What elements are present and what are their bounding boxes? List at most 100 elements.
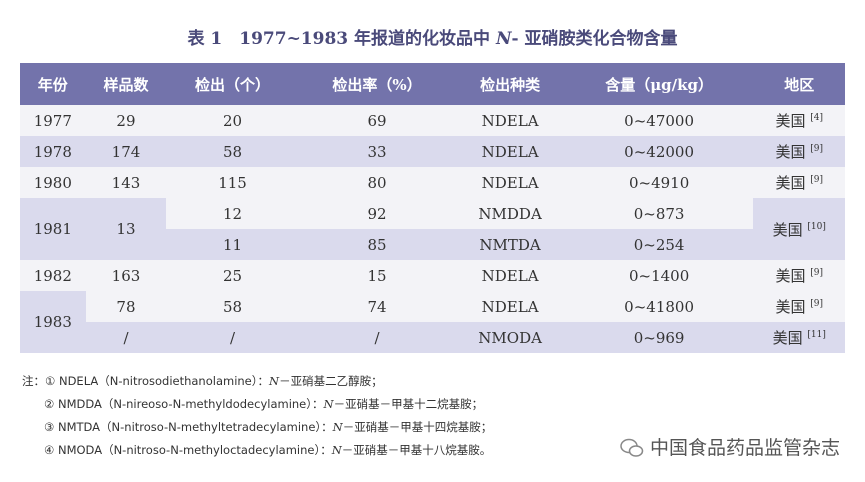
region-text: 美国 (772, 220, 803, 239)
header-cell: 检出率（%） (298, 63, 456, 105)
table-cell: 美国 [9] (753, 136, 845, 167)
wechat-icon (620, 438, 644, 457)
table-cell: 美国 [9] (753, 167, 845, 198)
table-cell: 115 (166, 167, 299, 198)
note: ② NMDDA（N-nireoso-N-methyldodecylamine）：… (22, 393, 492, 416)
reference: [11] (807, 330, 826, 340)
region-text: 美国 (775, 174, 806, 192)
table-cell: 美国 [9] (753, 260, 845, 291)
table-row: 1983 78 58 74 NDELA 0~41800 美国 [9] (20, 291, 845, 353)
table-cell: 0~42000 (564, 136, 754, 167)
header-cell: 年份 (20, 63, 86, 105)
title-text: 1977~1983 年报道的化妆品中 (239, 29, 496, 49)
data-table: 年份 样品数 检出（个） 检出率（%） 检出种类 含量（μg/kg） 地区 19… (20, 63, 845, 353)
note-abbr: NMTDA（N-nitroso-N-methyltetradecylamine）… (57, 420, 333, 434)
table-cell: 1983 (20, 291, 86, 353)
reference: [9] (810, 268, 823, 278)
header-cell: 检出种类 (455, 63, 565, 105)
reference: [9] (810, 144, 823, 154)
table-cell: 13 (85, 198, 167, 260)
note-mark: ④ (44, 443, 55, 457)
title-text: - 亚硝胺类化合物含量 (511, 29, 678, 49)
table-cell: 163 (85, 260, 167, 291)
table-row: 1978 174 58 33 NDELA 0~42000 美国 [9] (20, 136, 845, 167)
note-abbr: NDELA（N-nitrosodiethanolamine）： (58, 374, 270, 388)
table-cell: 15 (298, 260, 456, 291)
watermark-text: 中国食品药品监管杂志 (650, 437, 841, 459)
table-cell: 33 (298, 136, 456, 167)
region-text: 美国 (775, 298, 806, 316)
table-cell: 58 (166, 136, 299, 167)
table-cell: 85 (298, 229, 456, 260)
table-cell: 1980 (20, 167, 86, 198)
reference: [9] (810, 299, 823, 309)
header-cell: 含量（μg/kg） (564, 63, 754, 105)
header-row: 年份 样品数 检出（个） 检出率（%） 检出种类 含量（μg/kg） 地区 (20, 63, 845, 105)
table-cell: 0~4910 (564, 167, 754, 198)
table-cell: / (298, 322, 456, 353)
table-cell: 0~41800 (564, 291, 754, 322)
table-cell: 美国 [4] (753, 105, 845, 136)
note-text: －亚硝基－甲基十八烷基胺。 (341, 443, 492, 457)
region-text: 美国 (775, 112, 806, 130)
watermark: 中国食品药品监管杂志 (620, 433, 840, 460)
region-text: 美国 (775, 267, 806, 285)
table-cell: / (85, 322, 167, 353)
table-cell: 11 (166, 229, 299, 260)
table-cell: 25 (166, 260, 299, 291)
table-cell: 92 (298, 198, 456, 229)
note-italic: N (332, 420, 343, 434)
notes: 注：① NDELA（N-nitrosodiethanolamine）：N－亚硝基… (22, 370, 492, 462)
table-cell: 58 (166, 291, 299, 322)
table-cell: 美国 [9] (753, 291, 845, 322)
table-cell: 80 (298, 167, 456, 198)
note-abbr: NMDDA（N-nireoso-N-methyldodecylamine）： (57, 397, 324, 411)
table-cell: 美国 [11] (753, 322, 845, 353)
table-cell: 0~873 (564, 198, 754, 229)
table-row: 1980 143 115 80 NDELA 0~4910 美国 [9] (20, 167, 845, 198)
table-cell: NMTDA (455, 229, 565, 260)
note-prefix: 注： (22, 374, 45, 388)
note-italic: N (331, 443, 342, 457)
region-text: 美国 (772, 329, 803, 347)
note-text: －亚硝基－甲基十二烷基胺； (333, 397, 484, 411)
table-cell: 174 (85, 136, 167, 167)
table-row: / / / NMODA 0~969 美国 [11] (20, 322, 845, 353)
table-cell: NMODA (455, 322, 565, 353)
note: ④ NMODA（N-nitroso-N-methyloctadecylamine… (22, 439, 492, 462)
table-cell: NDELA (455, 260, 565, 291)
note: ③ NMTDA（N-nitroso-N-methyltetradecylamin… (22, 416, 492, 439)
table-cell: NMDDA (455, 198, 565, 229)
region-text: 美国 (775, 143, 806, 161)
table-cell: 1978 (20, 136, 86, 167)
reference: [10] (807, 221, 826, 232)
table-cell: 1981 (20, 198, 86, 260)
reference: [9] (810, 175, 823, 185)
title-label: 表 1 (187, 29, 223, 49)
table-row: 1981 13 12 92 NMDDA 0~873 美国 [10] (20, 198, 845, 260)
header-cell: 样品数 (85, 63, 167, 105)
table-title: 表 1 1977~1983 年报道的化妆品中 N- 亚硝胺类化合物含量 (0, 24, 865, 49)
table-cell: 1977 (20, 105, 86, 136)
title-italic: N (495, 29, 512, 49)
table-cell: 0~254 (564, 229, 754, 260)
table-cell: / (166, 322, 299, 353)
table-cell: NDELA (455, 291, 565, 322)
note-italic: N (269, 374, 280, 388)
table-cell: NDELA (455, 105, 565, 136)
note: 注：① NDELA（N-nitrosodiethanolamine）：N－亚硝基… (22, 370, 492, 393)
table-cell: NDELA (455, 167, 565, 198)
table-cell: 20 (166, 105, 299, 136)
table-cell: 29 (85, 105, 167, 136)
note-italic: N (323, 397, 334, 411)
note-mark: ① (45, 374, 56, 388)
table-cell: 69 (298, 105, 456, 136)
note-text: －亚硝基－甲基十四烷基胺； (342, 420, 493, 434)
note-mark: ③ (44, 420, 55, 434)
table-cell: 1982 (20, 260, 86, 291)
table-cell: 12 (166, 198, 299, 229)
table-cell: 0~1400 (564, 260, 754, 291)
reference: [4] (810, 113, 823, 123)
note-text: －亚硝基二乙醇胺； (279, 374, 383, 388)
